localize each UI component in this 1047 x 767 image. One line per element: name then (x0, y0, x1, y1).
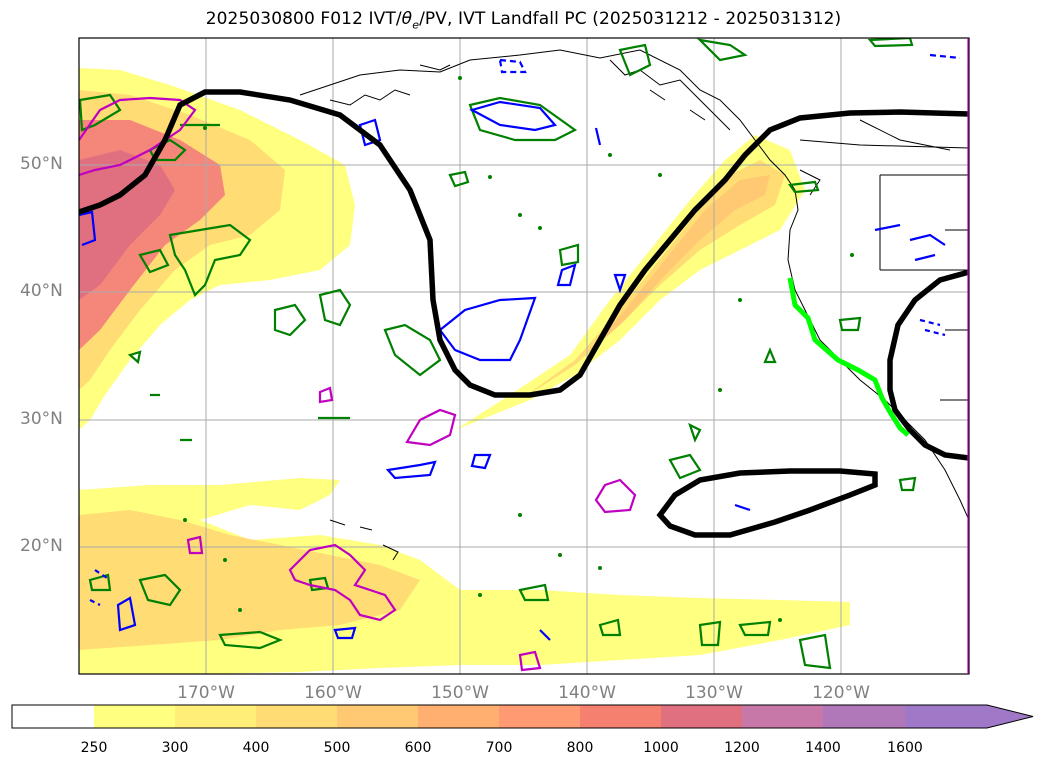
lon-label-160w: 160°W (304, 683, 362, 703)
ivt-fill-nw-max (79, 150, 175, 300)
ivt-fill-central-ar-core (585, 175, 770, 355)
height-contours (79, 89, 969, 538)
landfall-line (787, 277, 910, 437)
lat-label-50n: 50°N (20, 154, 63, 174)
lat-label-20n: 20°N (20, 536, 63, 556)
colorbar (11, 704, 1034, 729)
colorbar-label-700: 700 (485, 740, 513, 756)
colorbar-label-400: 400 (242, 740, 270, 756)
contour-fragments (183, 76, 854, 622)
colorbar-label-250: 250 (80, 740, 108, 756)
colorbar-label-600: 600 (404, 740, 432, 756)
lat-label-40n: 40°N (20, 281, 63, 301)
title-theta: θ (401, 9, 413, 29)
lon-label-140w: 140°W (558, 683, 616, 703)
colorbar-label-1400: 1400 (805, 740, 841, 756)
map-frame (78, 37, 970, 675)
colorbar-label-800: 800 (566, 740, 594, 756)
colorbar-label-1000: 1000 (643, 740, 679, 756)
lon-label-130w: 130°W (685, 683, 743, 703)
graticule (79, 38, 969, 674)
title-theta-sub: e (412, 18, 420, 32)
theta-e-contours (79, 53, 961, 641)
lon-label-150w: 150°W (431, 683, 489, 703)
lat-label-30n: 30°N (20, 409, 63, 429)
title-prefix: 2025030800 F012 IVT/ (205, 9, 402, 29)
map-area (79, 38, 969, 674)
ivt-fill-tropics-mid (79, 510, 420, 650)
figure-title: 2025030800 F012 IVT/θe/PV, IVT Landfall … (0, 9, 1047, 31)
colorbar-label-300: 300 (161, 740, 189, 756)
lon-label-120w: 120°W (812, 683, 870, 703)
lon-label-170w: 170°W (177, 683, 235, 703)
colorbar-label-1600: 1600 (887, 740, 923, 756)
colorbar-label-1200: 1200 (724, 740, 760, 756)
title-suffix: /PV, IVT Landfall PC (2025031212 - 20250… (419, 9, 842, 29)
colorbar-label-500: 500 (323, 740, 351, 756)
closed-contours (79, 96, 637, 672)
